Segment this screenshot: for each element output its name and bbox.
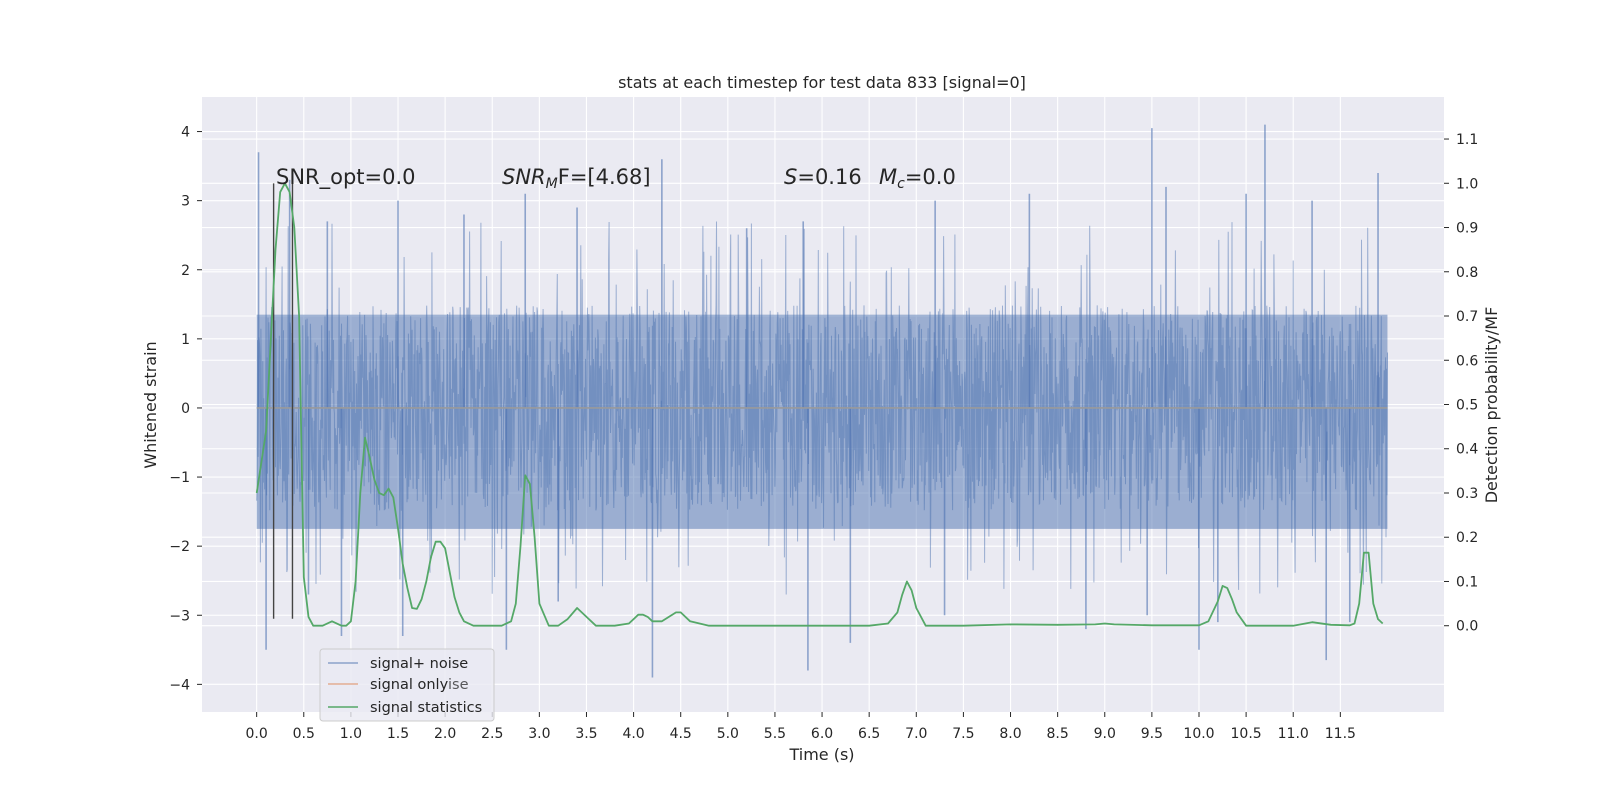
y-tick-label-4: 0 <box>181 401 190 417</box>
annotation-snr-opt: SNR_opt=0.0 <box>276 165 416 190</box>
y-tick-label-3: 1 <box>181 332 190 348</box>
x-tick-label-15: 7.5 <box>952 726 974 742</box>
x-tick-label-12: 6.0 <box>811 726 833 742</box>
vertical-markers <box>272 183 294 619</box>
y2-tick-label-5: 0.6 <box>1456 353 1478 369</box>
x-tick-label-7: 3.5 <box>575 726 597 742</box>
x-tick-label-6: 3.0 <box>528 726 550 742</box>
series-signal-plus-noise <box>256 124 1388 678</box>
x-tick-label-16: 8.0 <box>999 726 1021 742</box>
signal-statistics-line <box>255 182 1384 627</box>
x-tick-label-3: 1.5 <box>387 726 409 742</box>
annotation-mc-rest: =0.0 <box>905 165 956 189</box>
legend: ise signal+ noise signal only signal sta… <box>319 648 495 722</box>
x-tick-label-22: 11.0 <box>1278 726 1309 742</box>
x-tick-label-9: 4.5 <box>670 726 692 742</box>
x-tick-label-0: 0.0 <box>246 726 268 742</box>
annotation-mc: Mc=0.0 <box>879 165 956 192</box>
x-tick-label-1: 0.5 <box>293 726 315 742</box>
annotation-s: S=0.16 <box>784 165 862 189</box>
y2-tick-label-8: 0.3 <box>1456 486 1478 502</box>
y2-tick-label-9: 0.2 <box>1456 530 1478 546</box>
y-tick-label-6: −2 <box>169 539 190 555</box>
y2-axis-ticks: 1.1 1.0 0.9 0.8 0.7 0.6 0.5 0.4 0.3 0.2 0.1 0.0 <box>1444 132 1478 635</box>
y2-axis-label: Detection probability/MF <box>1482 307 1501 504</box>
x-tick-label-13: 6.5 <box>858 726 880 742</box>
x-axis-label: Time (s) <box>788 745 854 764</box>
series-signal-statistics <box>255 182 1384 627</box>
x-tick-label-4: 2.0 <box>434 726 456 742</box>
legend-label-signal-only: signal only <box>370 677 449 693</box>
legend-box <box>319 648 495 722</box>
annotation-mc-sub: c <box>897 176 905 192</box>
annotation-mc-main: M <box>879 165 897 189</box>
x-tick-label-10: 5.0 <box>717 726 739 742</box>
annotation-snr-mf-sub: M <box>546 176 558 192</box>
y-axis-label: Whitened strain <box>141 341 160 468</box>
y2-tick-label-1: 1.0 <box>1456 176 1478 192</box>
y2-tick-label-6: 0.5 <box>1456 398 1478 414</box>
y-tick-label-2: 2 <box>181 263 190 279</box>
annotation-snr-mf-rest: F=[4.68] <box>558 165 651 189</box>
annotation-snr-mf: SNRMF=[4.68] <box>502 165 651 192</box>
x-tick-label-14: 7.0 <box>905 726 927 742</box>
y2-tick-label-7: 0.4 <box>1456 442 1478 458</box>
x-tick-label-17: 8.5 <box>1047 726 1069 742</box>
y-tick-label-7: −3 <box>169 608 190 624</box>
x-tick-label-8: 4.0 <box>622 726 644 742</box>
x-tick-label-20: 10.0 <box>1183 726 1214 742</box>
y-axis-ticks: 4 3 2 1 0 −1 −2 −3 −4 <box>169 125 202 693</box>
chart-title: stats at each timestep for test data 833… <box>618 73 1026 92</box>
x-tick-label-2: 1.0 <box>340 726 362 742</box>
y2-tick-label-3: 0.8 <box>1456 265 1478 281</box>
annotation-s-main: S <box>784 165 797 189</box>
x-tick-label-19: 9.5 <box>1141 726 1163 742</box>
x-tick-label-11: 5.5 <box>764 726 786 742</box>
y2-tick-label-2: 0.9 <box>1456 221 1478 237</box>
y2-tick-label-10: 0.1 <box>1456 574 1478 590</box>
annotation-snr-mf-main: SNR <box>502 165 546 189</box>
y2-tick-label-0: 1.1 <box>1456 132 1478 148</box>
y-tick-label-1: 3 <box>181 194 190 210</box>
x-axis-ticks: 0.0 0.5 1.0 1.5 2.0 2.5 3.0 3.5 4.0 4.5 5.0 5.5 6.0 6… <box>246 712 1356 742</box>
legend-label-signal-plus-noise: signal+ noise <box>370 656 468 672</box>
x-tick-label-5: 2.5 <box>481 726 503 742</box>
y-tick-label-5: −1 <box>169 470 190 486</box>
y2-tick-label-4: 0.7 <box>1456 309 1478 325</box>
x-tick-label-21: 10.5 <box>1231 726 1262 742</box>
y2-tick-label-11: 0.0 <box>1456 619 1478 635</box>
legend-label-signal-statistics: signal statistics <box>370 700 482 716</box>
y-tick-label-0: 4 <box>181 125 190 141</box>
y-tick-label-8: −4 <box>169 677 190 693</box>
legend-hidden-fragment: ise <box>448 677 469 693</box>
x-tick-label-18: 9.0 <box>1094 726 1116 742</box>
x-tick-label-23: 11.5 <box>1325 726 1356 742</box>
annotation-s-rest: =0.16 <box>797 165 861 189</box>
